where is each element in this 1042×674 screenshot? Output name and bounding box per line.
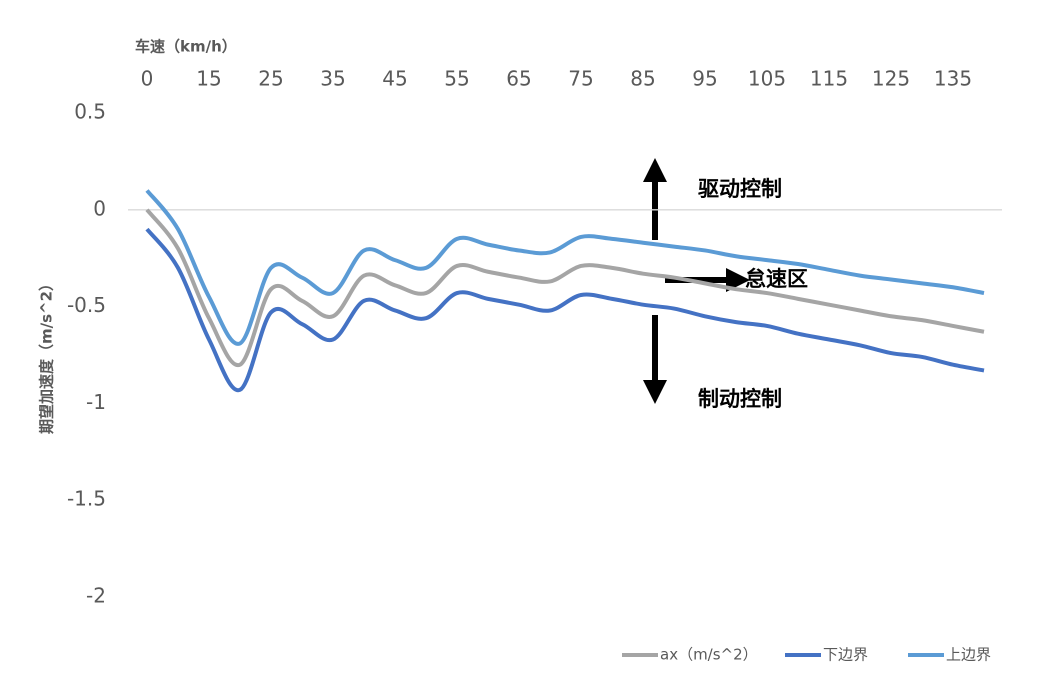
y-tick-label: 0	[93, 196, 106, 220]
x-tick-label: 115	[810, 67, 848, 91]
series-line	[145, 208, 985, 367]
y-axis-title: 期望加速度（m/s^2）	[38, 276, 56, 434]
y-tick-label: -1	[86, 390, 106, 414]
x-tick-label: 35	[320, 67, 345, 91]
x-tick-label: 55	[444, 67, 469, 91]
annotation: 怠速区	[745, 267, 808, 291]
x-tick-label: 65	[506, 67, 531, 91]
y-tick-label: -0.5	[67, 293, 106, 317]
legend-label: 上边界	[946, 646, 991, 664]
x-tick-label: 45	[382, 67, 407, 91]
x-tick-label: 0	[141, 67, 154, 91]
y-tick-label: -1.5	[67, 487, 106, 511]
annotation: 驱动控制	[698, 177, 782, 201]
legend-label: 下边界	[823, 646, 868, 664]
x-tick-label: 125	[872, 67, 910, 91]
y-tick-label: -2	[86, 584, 106, 608]
annotation: 制动控制	[698, 387, 782, 411]
x-tick-label: 75	[568, 67, 593, 91]
x-tick-label: 105	[748, 67, 786, 91]
x-tick-label: 135	[934, 67, 972, 91]
x-axis-title: 车速（km/h）	[135, 38, 237, 56]
x-tick-label: 25	[258, 67, 283, 91]
x-tick-label: 15	[196, 67, 221, 91]
y-tick-label: 0.5	[74, 100, 106, 124]
x-tick-label: 85	[630, 67, 655, 91]
series-line	[145, 227, 985, 392]
legend-label: ax（m/s^2）	[660, 646, 758, 664]
series-line	[145, 189, 985, 346]
x-tick-label: 95	[692, 67, 717, 91]
